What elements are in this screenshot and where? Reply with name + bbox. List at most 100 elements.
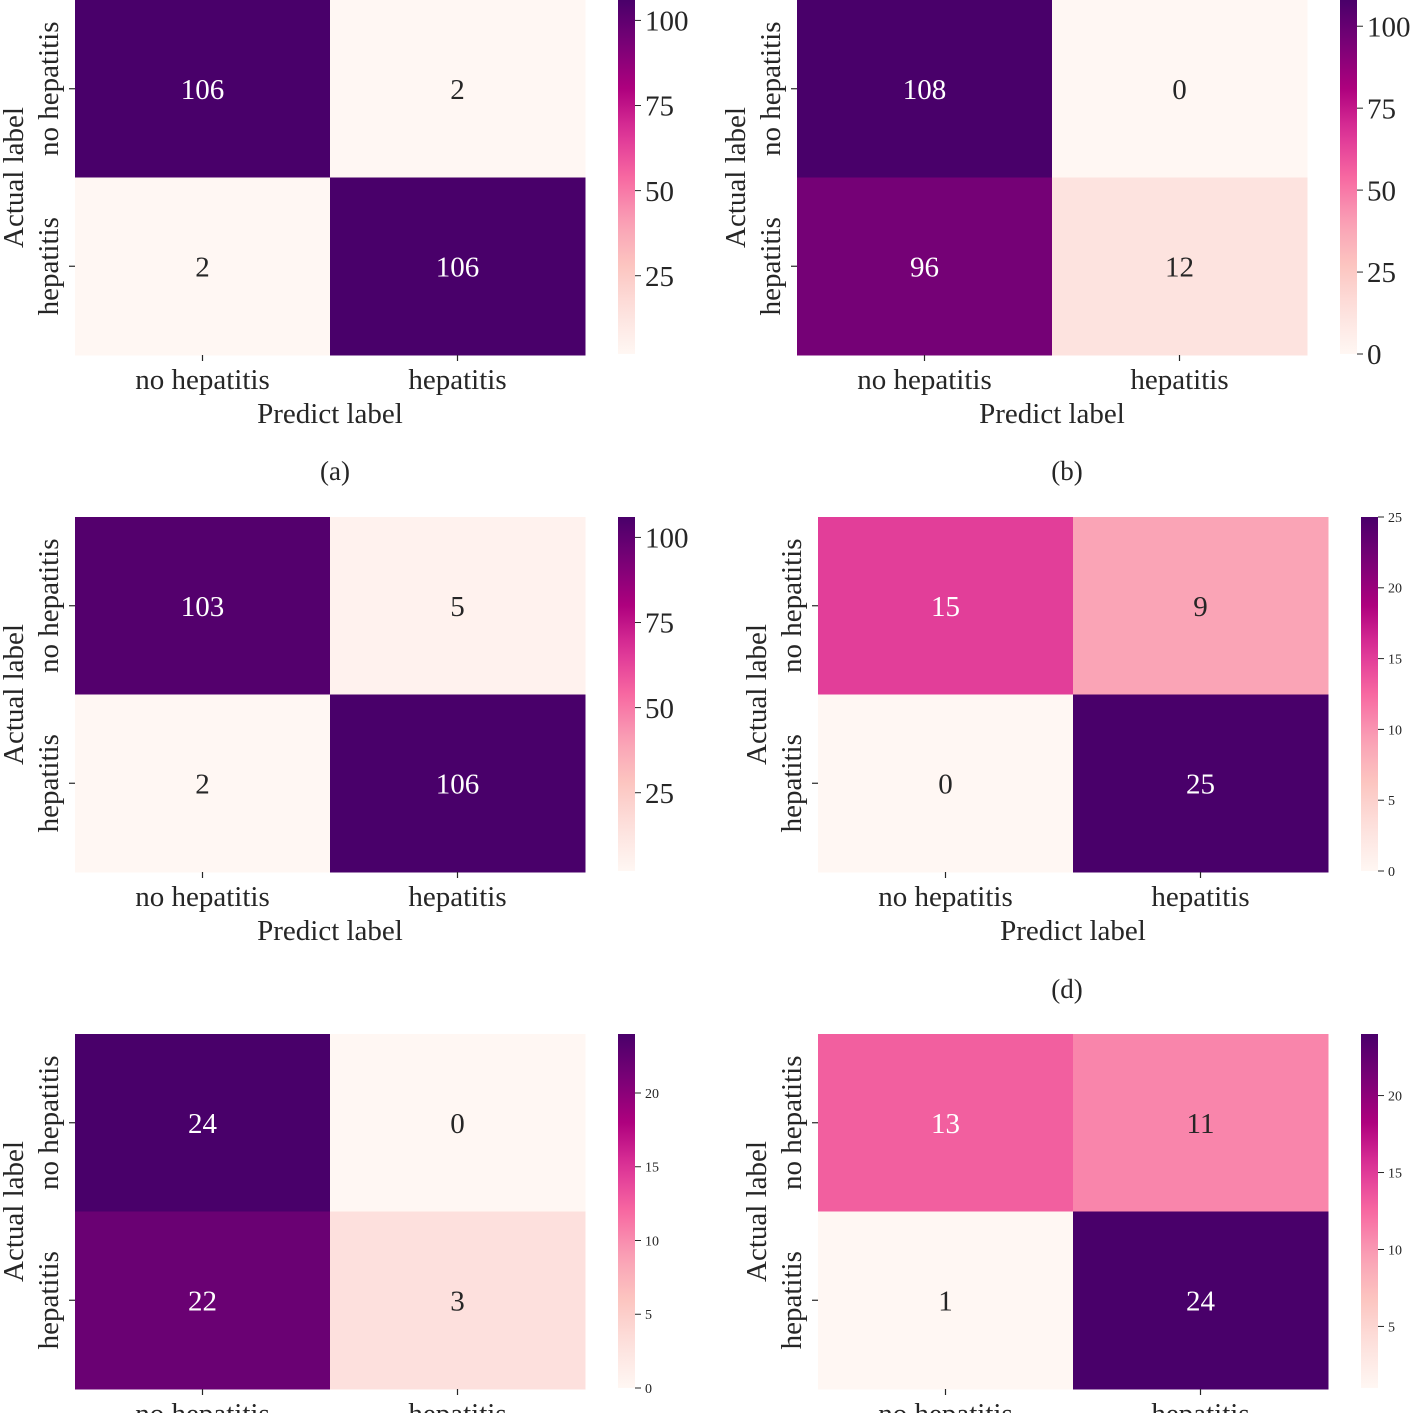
y-axis-label: Actual label bbox=[741, 624, 773, 765]
x-tick-label: hepatitis bbox=[408, 881, 506, 913]
y-tick-label: hepatitis bbox=[33, 217, 65, 315]
cell-annotation: 103 bbox=[181, 591, 225, 623]
heatmap-cell bbox=[75, 517, 331, 695]
cell-annotation: 12 bbox=[1165, 251, 1194, 283]
heatmap-cell bbox=[330, 517, 586, 695]
y-axis-label: Actual label bbox=[0, 624, 30, 765]
heatmap-cell bbox=[818, 517, 1074, 695]
colorbar bbox=[1361, 1034, 1378, 1388]
colorbar-tick-label: 20 bbox=[645, 1087, 659, 1102]
x-axis-label: Predict label bbox=[979, 398, 1125, 430]
x-tick-label: no hepatitis bbox=[857, 364, 992, 396]
cell-annotation: 2 bbox=[195, 251, 210, 283]
colorbar-tick-label: 10 bbox=[645, 1234, 659, 1249]
cell-annotation: 0 bbox=[938, 768, 953, 800]
colorbar-tick-label: 15 bbox=[645, 1161, 659, 1176]
panel-caption: (d) bbox=[1051, 974, 1082, 1004]
colorbar-tick-label: 15 bbox=[1388, 653, 1402, 668]
heatmap-cell bbox=[1073, 1034, 1329, 1212]
y-tick-label: hepatitis bbox=[755, 217, 787, 315]
x-tick-label: no hepatitis bbox=[135, 881, 270, 913]
heatmap-cell bbox=[75, 0, 331, 178]
colorbar-tick-label: 0 bbox=[1367, 339, 1382, 371]
colorbar-tick-label: 25 bbox=[1388, 511, 1402, 526]
cell-annotation: 11 bbox=[1187, 1108, 1215, 1140]
colorbar-tick-label: 75 bbox=[1367, 93, 1396, 125]
cell-annotation: 3 bbox=[450, 1285, 465, 1317]
colorbar-tick-label: 0 bbox=[1388, 865, 1395, 880]
heatmap-cell bbox=[818, 1034, 1074, 1212]
y-tick-label: no hepatitis bbox=[776, 1055, 808, 1190]
colorbar-tick-label: 50 bbox=[1367, 175, 1396, 207]
x-tick-label: no hepatitis bbox=[135, 1398, 270, 1413]
y-tick-label: no hepatitis bbox=[33, 21, 65, 156]
heatmap-cell bbox=[1073, 1211, 1329, 1390]
cell-annotation: 2 bbox=[450, 74, 465, 106]
heatmap-cell bbox=[75, 1211, 331, 1390]
heatmap-cell bbox=[330, 1211, 586, 1390]
y-tick-label: hepatitis bbox=[33, 734, 65, 832]
heatmap-cell bbox=[75, 177, 331, 356]
colorbar-tick-label: 25 bbox=[1367, 257, 1396, 289]
colorbar-tick-label: 25 bbox=[645, 261, 674, 293]
confusion-matrix-panel-c: 103 5 2 106 no hepatitis hepatitis no hepatiti… bbox=[0, 517, 689, 947]
colorbar-tick-label: 20 bbox=[1388, 582, 1402, 597]
heatmap-cell bbox=[75, 1034, 331, 1212]
x-tick-label: hepatitis bbox=[1151, 1398, 1249, 1413]
confusion-matrix-panel-e: 24 0 22 3 no hepatitis hepatitis no hepatitis h… bbox=[0, 1034, 659, 1413]
y-tick-label: no hepatitis bbox=[33, 1055, 65, 1190]
colorbar-tick-label: 100 bbox=[645, 523, 689, 555]
colorbar-tick-label: 15 bbox=[1388, 1166, 1402, 1181]
x-tick-label: hepatitis bbox=[408, 1398, 506, 1413]
heatmap-cell bbox=[330, 0, 586, 178]
x-tick-label: hepatitis bbox=[1151, 881, 1249, 913]
confusion-matrix-panel-a: 106 2 2 106 no hepatitis hepatitis no hepatiti… bbox=[0, 0, 689, 486]
x-axis-label: Predict label bbox=[1000, 915, 1146, 947]
colorbar bbox=[1361, 517, 1378, 871]
heatmap-cell bbox=[797, 177, 1053, 356]
y-tick-label: hepatitis bbox=[776, 734, 808, 832]
x-tick-label: no hepatitis bbox=[135, 364, 270, 396]
panel-caption: (a) bbox=[320, 456, 350, 486]
cell-annotation: 5 bbox=[450, 591, 465, 623]
x-axis-label: Predict label bbox=[257, 915, 403, 947]
y-tick-label: no hepatitis bbox=[776, 538, 808, 673]
colorbar-tick-label: 75 bbox=[645, 91, 674, 123]
panel-caption: (b) bbox=[1051, 456, 1082, 486]
heatmap-cell bbox=[330, 1034, 586, 1212]
cell-annotation: 108 bbox=[903, 74, 947, 106]
colorbar bbox=[618, 517, 635, 871]
heatmap-cell bbox=[330, 177, 586, 356]
colorbar-tick-label: 10 bbox=[1388, 1243, 1402, 1258]
cell-annotation: 106 bbox=[436, 768, 480, 800]
cell-annotation: 24 bbox=[1186, 1285, 1216, 1317]
colorbar-tick-label: 5 bbox=[1388, 1320, 1395, 1335]
heatmap-cell bbox=[1073, 694, 1329, 873]
colorbar-tick-label: 50 bbox=[645, 693, 674, 725]
x-tick-label: hepatitis bbox=[1130, 364, 1228, 396]
y-tick-label: no hepatitis bbox=[755, 21, 787, 156]
colorbar-tick-label: 50 bbox=[645, 176, 674, 208]
x-tick-label: no hepatitis bbox=[878, 1398, 1013, 1413]
heatmap-cell bbox=[818, 1211, 1074, 1390]
y-tick-label: hepatitis bbox=[776, 1251, 808, 1349]
y-tick-label: no hepatitis bbox=[33, 538, 65, 673]
heatmap-cell bbox=[330, 694, 586, 873]
cell-annotation: 2 bbox=[195, 768, 210, 800]
colorbar bbox=[618, 0, 635, 354]
colorbar-tick-label: 0 bbox=[645, 1382, 652, 1397]
confusion-matrix-panel-d: 15 9 0 25 no hepatitis hepatitis no hepatitis h… bbox=[741, 511, 1402, 1004]
x-tick-label: hepatitis bbox=[408, 364, 506, 396]
cell-annotation: 24 bbox=[188, 1108, 218, 1140]
cell-annotation: 22 bbox=[188, 1285, 217, 1317]
colorbar-tick-label: 5 bbox=[1388, 794, 1395, 809]
colorbar-tick-label: 100 bbox=[645, 6, 689, 38]
cell-annotation: 15 bbox=[931, 591, 960, 623]
heatmap-cell bbox=[75, 694, 331, 873]
y-axis-label: Actual label bbox=[741, 1141, 773, 1282]
heatmap-cell bbox=[797, 0, 1053, 178]
cell-annotation: 106 bbox=[181, 74, 225, 106]
colorbar-tick-label: 75 bbox=[645, 608, 674, 640]
